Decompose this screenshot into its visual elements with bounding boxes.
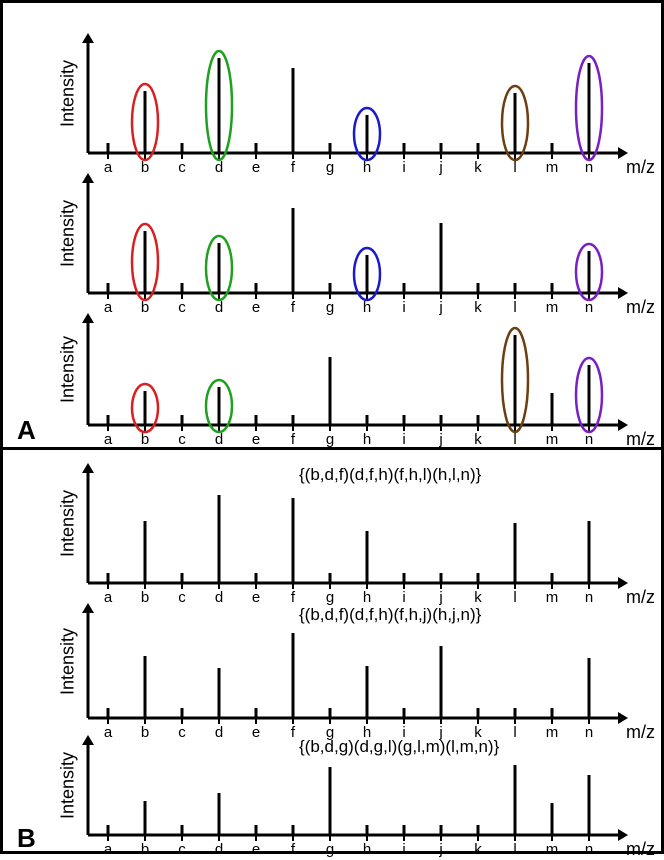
x-axis-label: m/z — [626, 839, 655, 860]
tick-label: a — [98, 841, 118, 858]
tick-label: e — [246, 841, 266, 858]
tick-label: b — [135, 841, 155, 858]
tick-label: c — [172, 841, 192, 858]
tick-label: n — [579, 841, 599, 858]
spectrum: Intensity m/z abcdefghijklmn {(b,d,g)(d,g,l… — [3, 3, 664, 857]
tick-label: i — [394, 841, 414, 858]
y-axis-label: Intensity — [58, 746, 79, 826]
tick-label: f — [283, 841, 303, 858]
tick-label: h — [357, 841, 377, 858]
tick-label: k — [468, 841, 488, 858]
figure-container: ABIntensitym/zabcdefghijklmnIntensitym/z… — [0, 0, 664, 854]
spectrum-svg — [3, 3, 664, 857]
spectrum-annotation: {(b,d,g)(d,g,l)(g,l,m)(l,m,n)} — [299, 737, 499, 757]
tick-label: m — [542, 841, 562, 858]
tick-label: g — [320, 841, 340, 858]
tick-label: j — [431, 841, 451, 858]
tick-label: d — [209, 841, 229, 858]
tick-label: l — [505, 841, 525, 858]
